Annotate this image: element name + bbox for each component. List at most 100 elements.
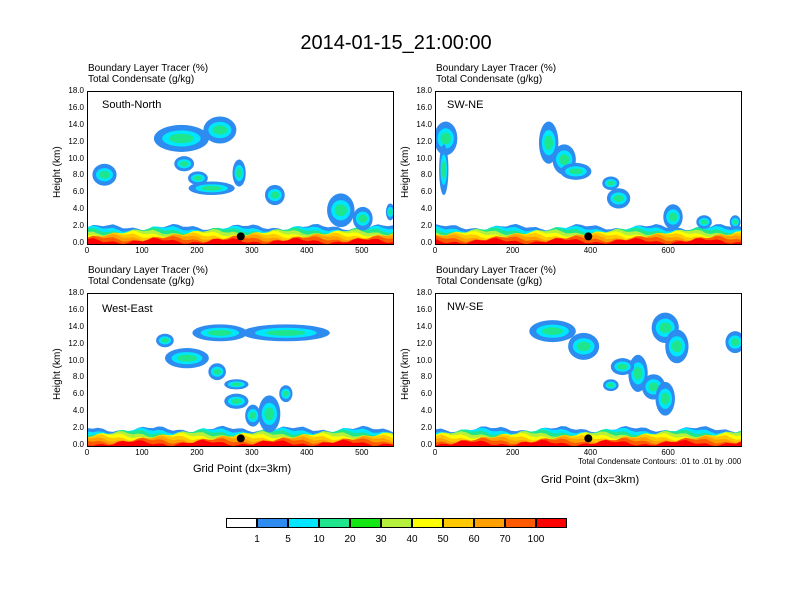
colorbar-swatch <box>474 518 505 528</box>
y-tick-label: 2.0 <box>420 423 432 433</box>
colorbar-swatch <box>505 518 536 528</box>
cloud-blob-core <box>193 175 203 181</box>
y-tick-label: 6.0 <box>420 389 432 399</box>
cloud-blob-core <box>230 398 242 404</box>
colorbar-swatch <box>319 518 350 528</box>
y-tick-label: 18.0 <box>68 288 84 297</box>
panel-label: South-North <box>102 99 162 111</box>
y-tick-label: 14.0 <box>416 321 432 331</box>
cloud-blob-core <box>441 160 446 179</box>
panel-label: West-East <box>102 303 153 315</box>
location-marker <box>584 434 593 443</box>
cloud-blob-core <box>201 185 223 191</box>
cloud-blob-core <box>732 219 738 225</box>
panel-title-line2: Total Condensate (g/kg) <box>88 276 195 287</box>
x-tick-label: 100 <box>135 246 149 255</box>
y-tick-label: 12.0 <box>68 136 84 146</box>
cloud-blob-core <box>179 161 189 167</box>
colorbar-label: 1 <box>254 534 260 545</box>
cloud-blob-core <box>99 170 110 179</box>
y-tick-label: 16.0 <box>416 102 432 112</box>
cloud-blob-core <box>568 168 583 175</box>
y-tick-label: 0.0 <box>72 440 84 449</box>
y-axis-label: Height (km) <box>52 348 63 400</box>
x-tick-label: 400 <box>300 246 314 255</box>
location-marker <box>236 434 245 443</box>
cloud-blob-core <box>617 363 628 370</box>
x-tick-label: 600 <box>661 448 675 457</box>
colorbar-swatch <box>381 518 412 528</box>
y-tick-label: 2.0 <box>72 221 84 231</box>
y-tick-label: 0.0 <box>420 440 432 449</box>
cloud-blob-core <box>264 407 275 421</box>
cloud-blob-core <box>388 208 393 215</box>
boundary-layer-band <box>436 440 741 446</box>
y-tick-label: 6.0 <box>72 187 84 197</box>
colorbar-label: 60 <box>468 534 480 545</box>
x-tick-label: 400 <box>583 246 598 255</box>
panel-title-line2: Total Condensate (g/kg) <box>88 74 195 85</box>
cloud-blob-core <box>270 191 280 199</box>
y-tick-label: 4.0 <box>420 204 432 214</box>
cloud-blob-core <box>249 411 257 420</box>
y-tick-label: 8.0 <box>72 170 84 180</box>
cloud-blob-core <box>282 390 289 397</box>
panel-label: SW-NE <box>447 99 484 111</box>
x-tick-label: 0 <box>432 246 438 255</box>
y-tick-label: 4.0 <box>72 406 84 416</box>
panel-title-line1: Boundary Layer Tracer (%) <box>88 63 209 74</box>
x-axis-label: Grid Point (dx=3km) <box>193 463 292 475</box>
colorbar-swatch <box>226 518 257 528</box>
cloud-blob-core <box>207 329 233 336</box>
y-tick-label: 8.0 <box>420 372 432 382</box>
y-tick-label: 4.0 <box>420 406 432 416</box>
plot-nw-se: NW-SE <box>435 293 742 447</box>
cloud-blob-core <box>266 329 306 336</box>
cloud-blob-core <box>213 368 222 375</box>
x-tick-label: 200 <box>506 448 520 457</box>
colorbar-label: 5 <box>285 534 291 545</box>
colorbar-label: 20 <box>344 534 356 545</box>
x-tick-label: 300 <box>245 246 259 255</box>
cloud-blob-core <box>440 132 451 145</box>
x-axis-label: Grid Point (dx=3km) <box>541 474 640 486</box>
colorbar-swatch <box>412 518 443 528</box>
cloud-blob-core <box>169 133 194 144</box>
y-tick-label: 16.0 <box>416 304 432 314</box>
y-tick-label: 10.0 <box>416 355 432 365</box>
colorbar-label: 50 <box>437 534 449 545</box>
y-tick-label: 12.0 <box>416 136 432 146</box>
panel-title-line1: Boundary Layer Tracer (%) <box>88 265 209 276</box>
x-tick-label: 200 <box>190 448 204 457</box>
cloud-blob-core <box>668 212 678 222</box>
cloud-blob-core <box>576 341 591 352</box>
y-tick-label: 2.0 <box>72 423 84 433</box>
cloud-blob-core <box>613 194 624 202</box>
cloud-blob-core <box>236 168 243 178</box>
main-title: 2014-01-15_21:00:00 <box>300 32 492 54</box>
y-tick-label: 4.0 <box>72 204 84 214</box>
y-tick-label: 10.0 <box>416 153 432 163</box>
x-tick-label: 0 <box>84 246 90 255</box>
y-tick-label: 18.0 <box>68 86 84 95</box>
plot-sw-ne: SW-NE <box>435 91 742 245</box>
y-tick-label: 6.0 <box>72 389 84 399</box>
boundary-layer-band <box>88 439 393 446</box>
y-tick-label: 6.0 <box>420 187 432 197</box>
cloud-blob-core <box>358 214 368 223</box>
contour-note: Total Condensate Contours: .01 to .01 by… <box>578 457 742 466</box>
y-tick-label: 18.0 <box>416 86 432 95</box>
x-tick-label: 0 <box>84 448 90 457</box>
cloud-blob-core <box>607 383 615 388</box>
x-tick-label: 400 <box>300 448 314 457</box>
colorbar-label: 10 <box>313 534 325 545</box>
cloud-blob-core <box>659 322 672 334</box>
x-tick-label: 100 <box>135 448 149 457</box>
cloud-blob-core <box>230 382 242 387</box>
y-tick-label: 0.0 <box>72 238 84 247</box>
cloud-blob-core <box>730 338 740 346</box>
cloud-blob-core <box>671 340 683 353</box>
x-tick-label: 0 <box>432 448 438 457</box>
panel-title-line1: Boundary Layer Tracer (%) <box>436 63 557 74</box>
x-tick-label: 500 <box>355 246 369 255</box>
